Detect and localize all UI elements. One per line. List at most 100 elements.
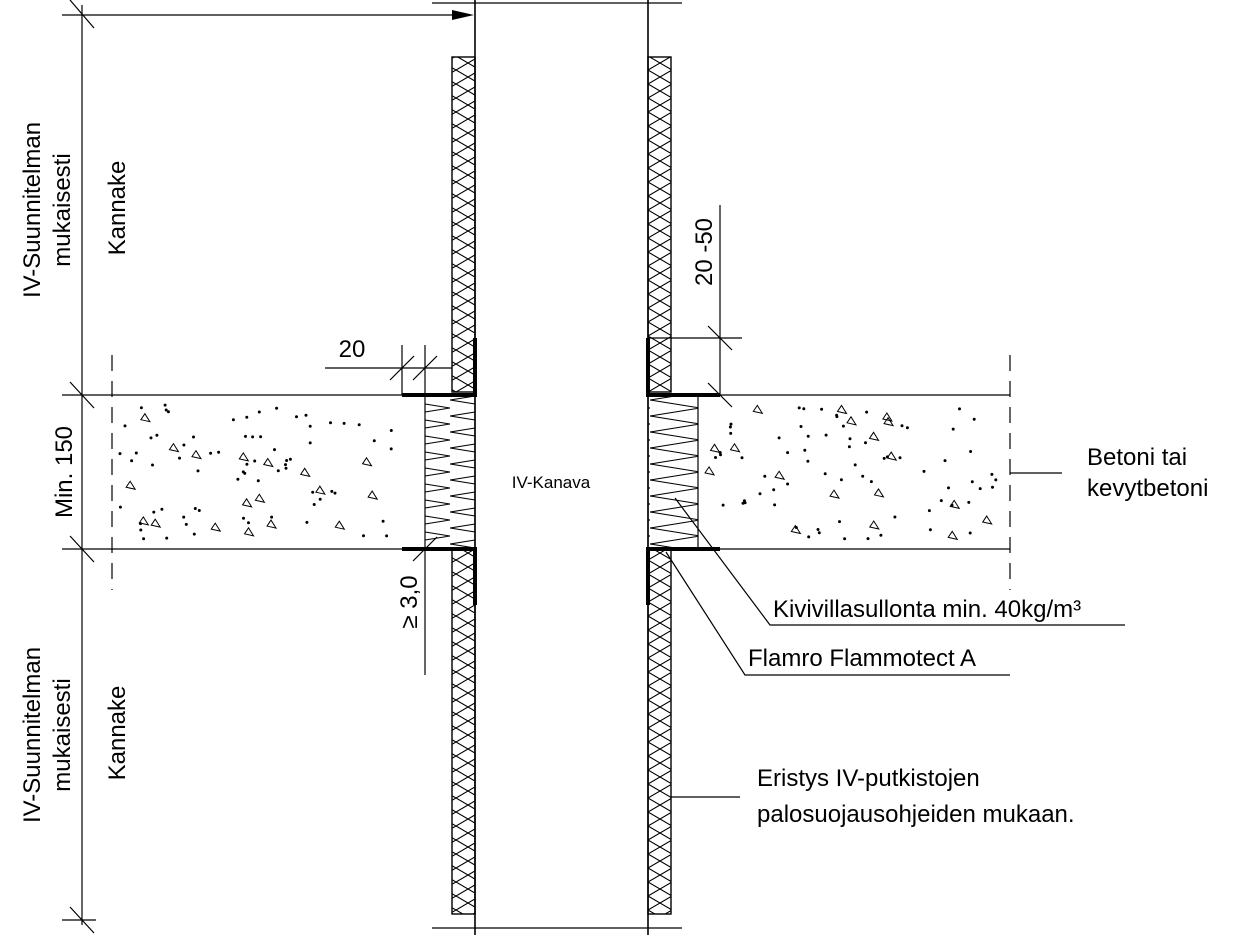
aggregate-dot: [939, 499, 943, 503]
aggregate-stone: [868, 520, 880, 530]
aggregate-dot: [968, 531, 972, 535]
aggregate-dot: [803, 448, 807, 452]
aggregate-stone: [191, 449, 203, 460]
aggregate-dot: [308, 424, 312, 428]
aggregate-dot: [245, 462, 249, 466]
aggregate-dot: [838, 520, 841, 524]
aggregate-dot: [772, 488, 776, 492]
aggregate-dot: [967, 500, 971, 504]
aggregate-dot: [729, 431, 733, 435]
aggregate-dot: [318, 497, 322, 501]
aggregate-dot: [799, 425, 803, 428]
aggregate-dot: [729, 422, 733, 426]
aggregate-stone: [868, 431, 880, 442]
aggregate-dot: [285, 459, 289, 462]
label-mukaisesti-top: mukaisesti: [49, 153, 76, 266]
aggregate-dot: [178, 456, 181, 460]
aggregate-dot: [802, 407, 806, 411]
aggregate-dot: [990, 472, 994, 476]
label-20-50: 20 -50: [691, 218, 718, 286]
aggregate-dot: [865, 410, 869, 414]
aggregate-dot: [714, 456, 717, 459]
aggregate-dot: [284, 466, 288, 470]
aggregate-dot: [893, 515, 897, 519]
aggregate-stone: [709, 443, 721, 454]
aggregate-dot: [247, 521, 250, 525]
aggregate-dot: [861, 474, 865, 478]
label-eristys: Eristys IV-putkistojen: [757, 765, 980, 792]
aggregate-dot: [342, 421, 346, 425]
aggregate-dot: [864, 441, 867, 445]
label-flamro-flammotect: Flamro Flammotect A: [748, 645, 976, 672]
aggregate-stone: [125, 480, 137, 490]
aggregate-dot: [152, 510, 156, 514]
dimension-20-50: [648, 205, 742, 408]
aggregate-stone: [704, 465, 716, 476]
aggregate-dot: [758, 492, 762, 496]
aggregate-dot: [182, 443, 186, 447]
aggregate-dot: [333, 491, 337, 495]
aggregate-dot: [166, 410, 170, 414]
aggregate-dot: [259, 435, 263, 439]
aggregate-dot: [740, 456, 744, 460]
aggregate-stone: [367, 490, 379, 500]
concrete-slab: [111, 355, 1011, 590]
aggregate-dot: [866, 537, 870, 541]
rockwool-packing: [424, 394, 699, 550]
aggregate-dot: [742, 499, 746, 503]
aggregate-stone: [790, 524, 802, 535]
dimension-20: [325, 345, 452, 395]
aggregate-dot: [820, 407, 824, 411]
aggregate-dot: [839, 478, 843, 482]
aggregate-dot: [284, 463, 287, 467]
aggregate-dot: [273, 448, 276, 452]
aggregate-dot: [118, 452, 122, 456]
aggregate-dot: [312, 503, 316, 506]
aggregate-dot: [242, 516, 245, 520]
aggregate-dot: [253, 459, 257, 463]
aggregate-dot: [848, 437, 852, 441]
aggregate-dot: [256, 479, 260, 483]
aggregate-dot: [209, 451, 213, 455]
aggregate-dot: [777, 436, 781, 440]
label-kannake-bottom: Kannake: [104, 686, 131, 781]
aggregate-dot: [807, 535, 811, 539]
leader-lines: [665, 472, 1125, 798]
aggregate-dot: [817, 531, 821, 535]
aggregate-stone: [140, 412, 151, 423]
aggregate-dot: [898, 456, 902, 460]
aggregate-dot: [928, 528, 932, 532]
aggregate-stone: [210, 522, 222, 532]
aggregate-dot: [142, 537, 146, 541]
aggregate-dot: [385, 534, 389, 538]
aggregate-dot: [853, 463, 857, 467]
aggregate-dot: [806, 434, 810, 438]
label-betoni-tai: Betoni tai: [1087, 444, 1187, 471]
aggregate-dot: [922, 469, 926, 473]
aggregate-dot: [951, 427, 955, 431]
aggregate-dot: [847, 445, 851, 449]
aggregate-dot: [197, 509, 201, 512]
aggregate-stone: [829, 489, 841, 499]
label-min-150: Min. 150: [51, 426, 78, 518]
aggregate-dot: [970, 480, 974, 484]
aggregate-dot: [835, 415, 839, 419]
aggregate-dot: [947, 486, 950, 490]
aggregate-dot: [217, 450, 221, 454]
aggregate-dot: [164, 408, 168, 412]
label-ge-3: ≥ 3,0: [396, 575, 423, 628]
aggregate-stone: [883, 416, 895, 427]
aggregate-dot: [763, 474, 767, 478]
aggregate-dot: [994, 478, 998, 482]
aggregate-dot: [192, 435, 195, 439]
label-20: 20: [339, 336, 366, 363]
aggregate-stone: [243, 526, 255, 537]
aggregate-dot: [721, 503, 725, 507]
aggregate-dot: [241, 470, 245, 474]
aggregate-dot: [118, 505, 122, 509]
aggregate-dot: [372, 439, 376, 443]
aggregate-dot: [927, 509, 931, 513]
aggregate-stone: [774, 470, 786, 481]
aggregate-dot: [719, 453, 722, 457]
label-iv-kanava: IV-Kanava: [512, 473, 591, 492]
